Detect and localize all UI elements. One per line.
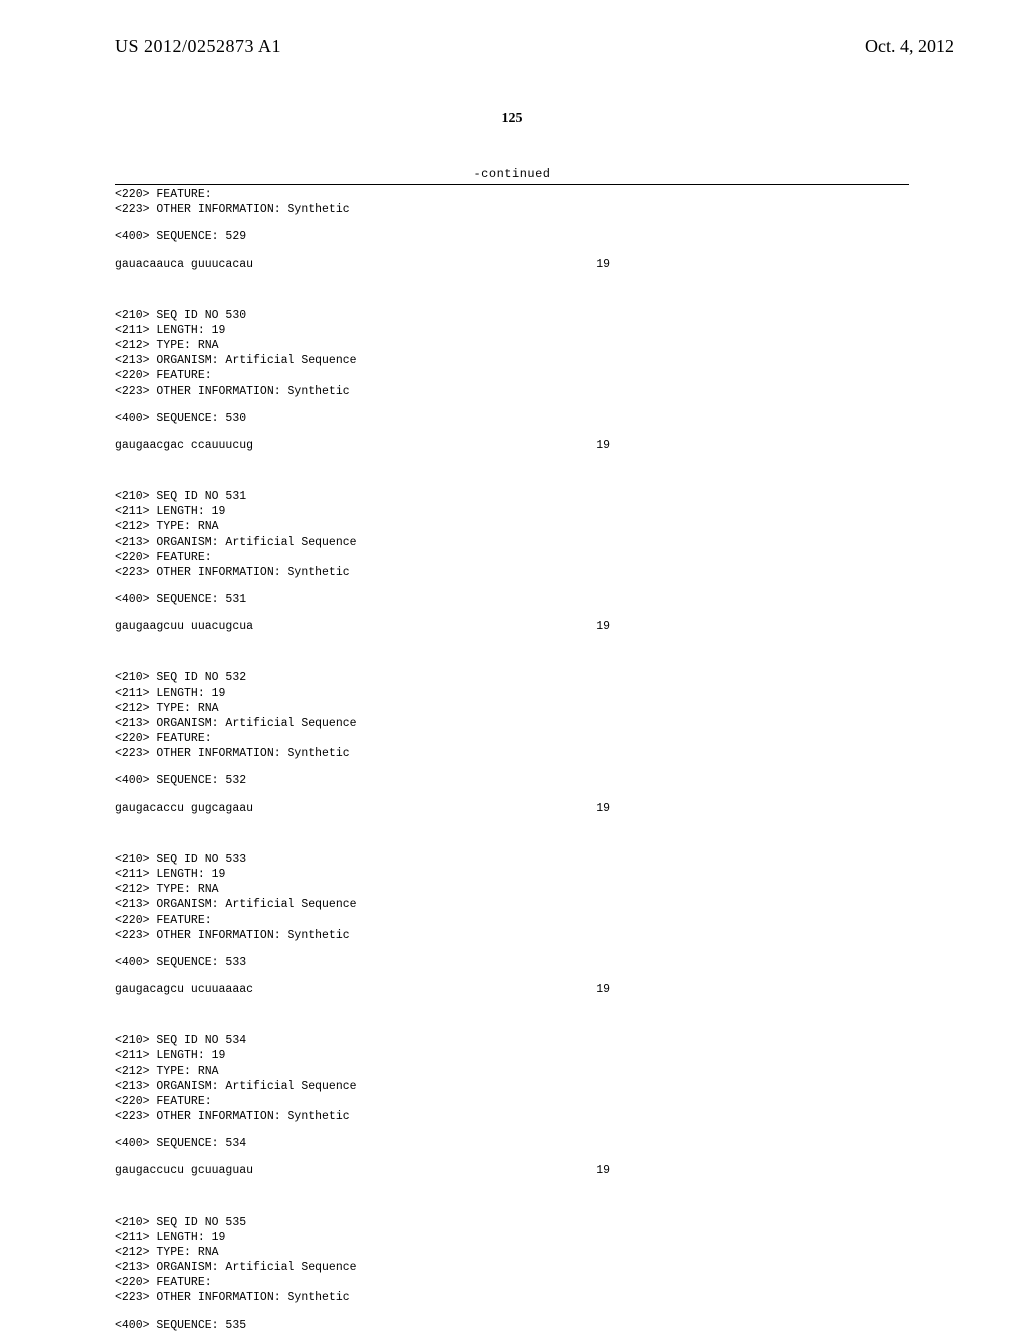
seq-meta-line: <212> TYPE: RNA: [115, 701, 909, 716]
seq-length: 19: [596, 619, 610, 634]
seq-label: <400> SEQUENCE: 530: [115, 411, 909, 426]
seq-meta-line: <220> FEATURE:: [115, 550, 909, 565]
seq-meta-line: <210> SEQ ID NO 532: [115, 670, 909, 685]
sequence-listing: <220> FEATURE:<223> OTHER INFORMATION: S…: [0, 185, 1024, 1333]
seq-meta-line: <213> ORGANISM: Artificial Sequence: [115, 1260, 909, 1275]
seq-length: 19: [596, 801, 610, 816]
seq-meta-line: <212> TYPE: RNA: [115, 338, 909, 353]
continued-label: -continued: [0, 167, 1024, 181]
seq-text: gaugaccucu gcuuaguau: [115, 1163, 253, 1178]
seq-text: gauacaauca guuucacau: [115, 257, 253, 272]
seq-row: gaugaccucu gcuuaguau 19: [115, 1163, 610, 1178]
seq-label: <400> SEQUENCE: 529: [115, 229, 909, 244]
seq-meta-line: <213> ORGANISM: Artificial Sequence: [115, 353, 909, 368]
seq-meta-line: <223> OTHER INFORMATION: Synthetic: [115, 1109, 909, 1124]
seq-meta-line: <223> OTHER INFORMATION: Synthetic: [115, 746, 909, 761]
seq-length: 19: [596, 257, 610, 272]
seq-row: gaugaacgac ccauuucug 19: [115, 438, 610, 453]
seq-meta-line: <223> OTHER INFORMATION: Synthetic: [115, 202, 909, 217]
seq-meta-line: <210> SEQ ID NO 530: [115, 308, 909, 323]
seq-length: 19: [596, 438, 610, 453]
seq-label: <400> SEQUENCE: 531: [115, 592, 909, 607]
seq-row: gaugacaccu gugcagaau 19: [115, 801, 610, 816]
seq-meta-line: <223> OTHER INFORMATION: Synthetic: [115, 384, 909, 399]
seq-text: gaugacaccu gugcagaau: [115, 801, 253, 816]
seq-meta-line: <210> SEQ ID NO 533: [115, 852, 909, 867]
seq-text: gaugaacgac ccauuucug: [115, 438, 253, 453]
seq-label: <400> SEQUENCE: 533: [115, 955, 909, 970]
seq-meta-line: <220> FEATURE:: [115, 913, 909, 928]
seq-label: <400> SEQUENCE: 532: [115, 773, 909, 788]
seq-meta-line: <211> LENGTH: 19: [115, 686, 909, 701]
seq-meta-line: <223> OTHER INFORMATION: Synthetic: [115, 1290, 909, 1305]
seq-meta-line: <210> SEQ ID NO 534: [115, 1033, 909, 1048]
page-number: 125: [0, 111, 1024, 127]
seq-text: gaugacagcu ucuuaaaac: [115, 982, 253, 997]
seq-row: gaugaagcuu uuacugcua 19: [115, 619, 610, 634]
seq-meta-line: <213> ORGANISM: Artificial Sequence: [115, 716, 909, 731]
seq-meta-line: <212> TYPE: RNA: [115, 1064, 909, 1079]
seq-label: <400> SEQUENCE: 534: [115, 1136, 909, 1151]
seq-meta-line: <220> FEATURE:: [115, 1094, 909, 1109]
seq-meta-line: <213> ORGANISM: Artificial Sequence: [115, 1079, 909, 1094]
seq-meta-line: <220> FEATURE:: [115, 368, 909, 383]
seq-meta-line: <211> LENGTH: 19: [115, 323, 909, 338]
seq-meta-line: <210> SEQ ID NO 531: [115, 489, 909, 504]
seq-meta-line: <223> OTHER INFORMATION: Synthetic: [115, 928, 909, 943]
seq-meta-line: <211> LENGTH: 19: [115, 867, 909, 882]
seq-row: gauacaauca guuucacau 19: [115, 257, 610, 272]
seq-meta-line: <212> TYPE: RNA: [115, 882, 909, 897]
seq-length: 19: [596, 1163, 610, 1178]
seq-meta-line: <212> TYPE: RNA: [115, 519, 909, 534]
seq-meta-line: <211> LENGTH: 19: [115, 504, 909, 519]
seq-meta-line: <210> SEQ ID NO 535: [115, 1215, 909, 1230]
publication-number: US 2012/0252873 A1: [115, 36, 281, 57]
seq-meta-line: <211> LENGTH: 19: [115, 1048, 909, 1063]
page-header: US 2012/0252873 A1 Oct. 4, 2012: [0, 0, 1024, 57]
seq-meta-line: <213> ORGANISM: Artificial Sequence: [115, 897, 909, 912]
seq-meta-line: <220> FEATURE:: [115, 187, 909, 202]
seq-meta-line: <223> OTHER INFORMATION: Synthetic: [115, 565, 909, 580]
seq-text: gaugaagcuu uuacugcua: [115, 619, 253, 634]
publication-date: Oct. 4, 2012: [865, 36, 954, 57]
seq-meta-line: <211> LENGTH: 19: [115, 1230, 909, 1245]
seq-row: gaugacagcu ucuuaaaac 19: [115, 982, 610, 997]
seq-meta-line: <212> TYPE: RNA: [115, 1245, 909, 1260]
seq-meta-line: <220> FEATURE:: [115, 1275, 909, 1290]
seq-length: 19: [596, 982, 610, 997]
seq-meta-line: <213> ORGANISM: Artificial Sequence: [115, 535, 909, 550]
seq-meta-line: <220> FEATURE:: [115, 731, 909, 746]
